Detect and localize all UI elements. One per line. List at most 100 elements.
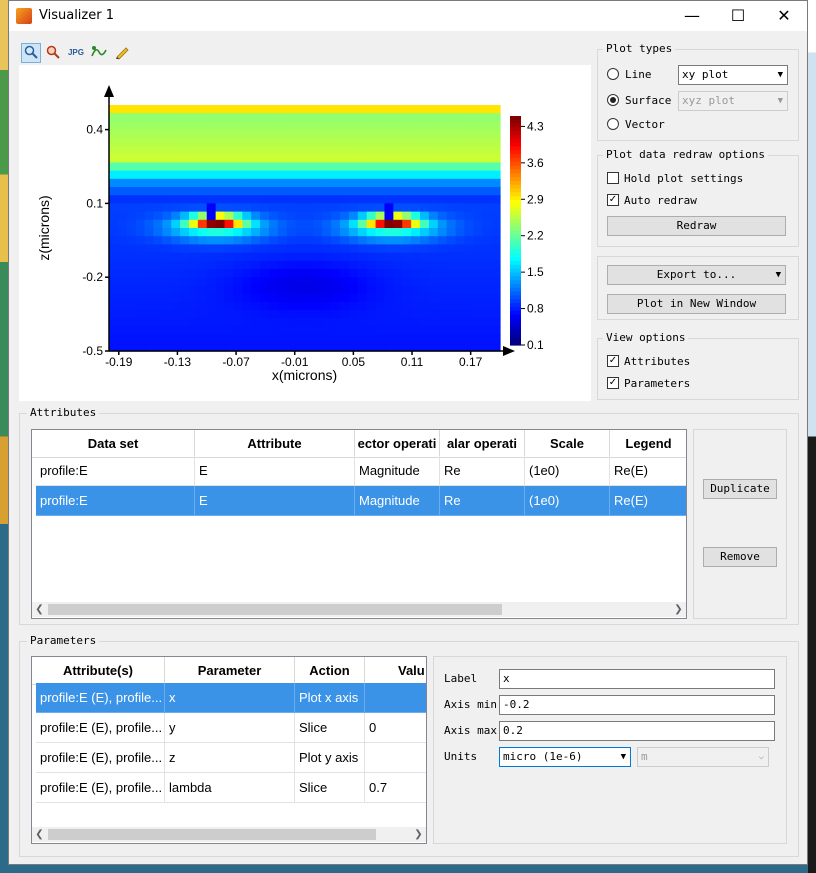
scroll-left-icon[interactable]: ❮ [35, 829, 44, 840]
close-button[interactable]: ✕ [777, 6, 791, 25]
heatmap-cell [393, 211, 403, 221]
colorbar-segment [510, 280, 521, 285]
curve-icon[interactable] [89, 43, 109, 63]
pan-icon[interactable] [43, 43, 63, 63]
vector-radio[interactable] [607, 118, 619, 130]
column-header-value[interactable]: Valu [365, 657, 426, 685]
heatmap-cell [233, 285, 243, 295]
scroll-right-icon[interactable]: ❯ [674, 604, 683, 615]
colorbar-segment [510, 119, 521, 125]
column-header-legend[interactable]: Legend [610, 430, 686, 458]
line-plot-combo[interactable]: xy plot ▼ [678, 65, 788, 85]
zoom-icon[interactable] [21, 43, 41, 63]
duplicate-button[interactable]: Duplicate [703, 479, 777, 499]
heatmap-cell [144, 318, 155, 327]
attributes-table[interactable]: Data set Attribute ector operati alar op… [31, 429, 687, 619]
heatmap-cell [295, 260, 306, 270]
plot-area[interactable]: -0.19 -0.13 -0.07 -0.01 0.05 0.11 0.17 0.4 0.1 -0… [19, 65, 591, 401]
x-axis-label: x(microns) [272, 367, 337, 383]
redraw-button[interactable]: Redraw [607, 216, 786, 236]
heatmap-cell [197, 310, 208, 319]
column-header-parameter[interactable]: Parameter [165, 657, 295, 685]
colorbar-segment [510, 203, 521, 209]
heatmap-cell [446, 137, 457, 147]
column-header-action[interactable]: Action [295, 657, 365, 685]
heatmap-cell [420, 129, 430, 139]
heatmap-cell [348, 195, 359, 204]
column-header-attribute[interactable]: Attribute [195, 430, 355, 458]
column-header-scalar-operation[interactable]: alar operati [440, 430, 525, 458]
line-radio[interactable] [607, 68, 619, 80]
heatmap-cell [135, 342, 146, 352]
heatmap-cell [304, 269, 314, 278]
scroll-right-icon[interactable]: ❯ [414, 829, 423, 840]
heatmap-cell [375, 252, 386, 262]
axis-min-input[interactable]: -0.2 [499, 695, 775, 715]
attributes-horizontal-scrollbar[interactable]: ❮ ❯ [32, 602, 686, 617]
export-to-button[interactable]: Export to... ▼ [607, 265, 786, 285]
heatmap-cell [117, 285, 128, 295]
surface-radio[interactable] [607, 94, 619, 106]
colorbar-segment [510, 337, 521, 342]
heatmap-cell [473, 203, 483, 213]
scrollbar-thumb[interactable] [48, 829, 376, 840]
maximize-button[interactable]: ☐ [730, 6, 746, 25]
jpg-export-icon[interactable]: JPG [67, 48, 84, 57]
pencil-icon[interactable] [112, 43, 132, 63]
plot-in-new-window-button[interactable]: Plot in New Window [607, 294, 786, 314]
heatmap-cell [482, 228, 492, 237]
column-header-attributes[interactable]: Attribute(s) [32, 657, 165, 685]
heatmap-cell [268, 244, 279, 254]
colorbar-segment [510, 241, 521, 247]
heatmap-cell [304, 113, 314, 122]
heatmap-cell [260, 252, 270, 262]
heatmap-cell [455, 342, 466, 352]
remove-button[interactable]: Remove [703, 547, 777, 567]
column-header-scale[interactable]: Scale [525, 430, 610, 458]
heatmap-cell [295, 285, 306, 295]
heatmap-cell [162, 137, 172, 147]
hold-plot-settings-checkbox[interactable] [607, 172, 619, 184]
heatmap-cell [384, 187, 394, 196]
heatmap-cell [348, 129, 359, 139]
heatmap-cell [162, 326, 172, 336]
label-input[interactable]: x [499, 669, 775, 689]
heatmap-cell [268, 187, 279, 196]
column-header-data-set[interactable]: Data set [32, 430, 195, 458]
heatmap-cell [180, 113, 190, 122]
heatmap-cell [393, 277, 403, 286]
heatmap-cell [295, 129, 306, 139]
minimize-button[interactable]: — [684, 6, 700, 25]
scroll-left-icon[interactable]: ❮ [35, 604, 44, 615]
heatmap-cell [384, 334, 394, 344]
heatmap-cell [455, 236, 466, 245]
axis-max-input[interactable]: 0.2 [499, 721, 775, 741]
heatmap-chart[interactable]: -0.19 -0.13 -0.07 -0.01 0.05 0.11 0.170.40.1-0… [19, 65, 591, 401]
parameters-table[interactable]: Attribute(s) Parameter Action Valu profi… [31, 656, 427, 844]
heatmap-cell [402, 113, 412, 122]
axis-min-label: Axis min [444, 698, 497, 711]
heatmap-cell [109, 113, 119, 122]
heatmap-cell [455, 195, 466, 204]
heatmap-cell [348, 219, 359, 229]
heatmap-cell [188, 178, 199, 188]
parameters-horizontal-scrollbar[interactable]: ❮ ❯ [32, 827, 426, 842]
heatmap-cell [180, 105, 190, 114]
parameters-checkbox[interactable]: ✓ [607, 377, 619, 389]
heatmap-cell [331, 310, 341, 319]
heatmap-cell [357, 187, 368, 196]
units-combo[interactable]: micro (1e-6) ▼ [499, 747, 631, 767]
heatmap-cell [251, 129, 261, 139]
heatmap-cell [268, 129, 279, 139]
auto-redraw-checkbox[interactable]: ✓ [607, 194, 619, 206]
heatmap-cell [286, 244, 297, 254]
heatmap-cell [331, 121, 341, 131]
heatmap-cell [135, 310, 146, 319]
column-header-vector-operation[interactable]: ector operati [355, 430, 440, 458]
scrollbar-thumb[interactable] [48, 604, 502, 615]
heatmap-cell [109, 334, 119, 344]
heatmap-cell [277, 219, 288, 229]
heatmap-cell [206, 113, 217, 122]
heatmap-cell [135, 178, 146, 188]
attributes-checkbox[interactable]: ✓ [607, 355, 619, 367]
